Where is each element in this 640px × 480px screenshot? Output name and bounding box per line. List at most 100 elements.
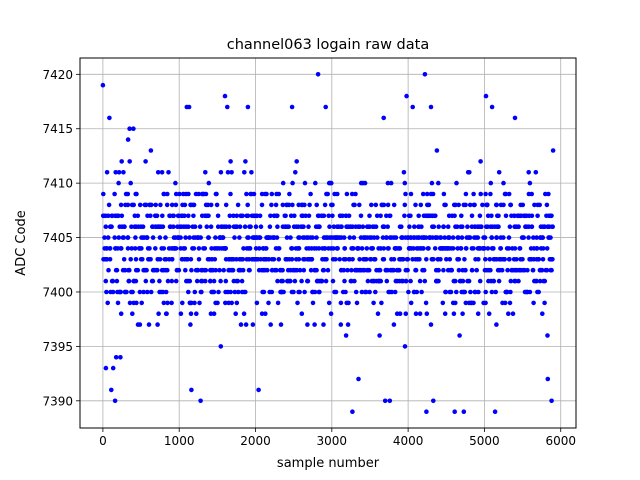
data-point [507, 224, 513, 229]
data-point [388, 180, 394, 186]
data-point [463, 202, 468, 208]
y-tick-label: 7395 [42, 340, 73, 354]
data-point [122, 289, 128, 295]
data-point [191, 213, 196, 219]
data-point [125, 235, 131, 240]
data-point [257, 213, 263, 219]
data-point [421, 246, 426, 251]
data-point [335, 191, 340, 197]
data-point [324, 257, 329, 262]
data-point [148, 148, 154, 153]
data-point [259, 202, 265, 208]
data-point [405, 267, 410, 273]
data-point [485, 202, 490, 208]
data-point [130, 311, 135, 317]
data-point [164, 202, 170, 208]
data-point [305, 278, 311, 284]
data-point [506, 235, 512, 240]
data-point [425, 246, 431, 251]
data-point [430, 191, 436, 197]
data-point [119, 159, 124, 164]
data-point [507, 300, 513, 306]
data-point [377, 267, 383, 273]
data-point [223, 202, 229, 208]
data-point [233, 311, 238, 317]
data-point [451, 311, 457, 317]
data-point [286, 202, 292, 208]
data-point [232, 289, 238, 295]
data-point [478, 191, 484, 197]
data-point [530, 267, 536, 273]
data-point [173, 180, 178, 186]
data-point [278, 322, 284, 327]
data-point [160, 224, 166, 229]
data-point [116, 180, 121, 186]
data-point [429, 180, 435, 186]
data-point [121, 170, 126, 175]
data-point [107, 246, 113, 251]
data-point [206, 180, 212, 186]
data-point [148, 213, 153, 219]
data-point [104, 289, 109, 295]
data-point [280, 278, 286, 284]
data-point [380, 224, 386, 229]
data-point [367, 213, 372, 219]
data-point [535, 213, 540, 219]
data-point [240, 213, 245, 219]
data-point [333, 289, 339, 295]
data-point [274, 235, 280, 240]
data-point [475, 235, 481, 240]
data-point [324, 191, 329, 197]
data-point [100, 82, 106, 88]
data-point [190, 202, 196, 208]
data-point [254, 300, 260, 306]
data-point [102, 235, 107, 240]
data-point [501, 235, 506, 240]
data-point [428, 104, 434, 110]
data-point [105, 235, 111, 240]
data-point [196, 246, 202, 251]
data-point [462, 257, 467, 262]
data-point [346, 300, 351, 306]
data-point [354, 300, 360, 306]
data-point [359, 246, 365, 251]
data-point [290, 202, 295, 208]
data-point [154, 213, 160, 219]
data-point [492, 409, 498, 415]
data-point [116, 213, 121, 219]
data-point [436, 224, 442, 229]
data-point [430, 257, 436, 262]
data-point [396, 267, 402, 273]
data-point [357, 257, 362, 262]
data-point [534, 246, 540, 251]
data-point [479, 224, 484, 229]
data-point [502, 257, 508, 262]
data-point [482, 246, 487, 251]
data-point [161, 246, 167, 251]
data-point [225, 170, 231, 175]
data-point [297, 267, 303, 273]
data-point [377, 333, 382, 338]
data-point [381, 115, 387, 121]
data-point [186, 213, 191, 219]
data-point [501, 202, 506, 208]
data-point [496, 224, 501, 229]
data-point [327, 224, 332, 229]
data-point [402, 344, 408, 349]
data-point [127, 126, 132, 131]
data-point [300, 224, 305, 229]
y-tick-label: 7420 [42, 68, 73, 82]
data-point [140, 257, 145, 262]
data-point [370, 246, 376, 251]
data-point [469, 213, 475, 219]
data-point [312, 289, 318, 295]
data-point [166, 170, 171, 175]
data-point [194, 278, 200, 284]
data-point [527, 180, 533, 186]
data-point [467, 235, 472, 240]
data-point [247, 246, 253, 251]
data-point [367, 289, 372, 295]
data-point [452, 213, 457, 219]
data-point [157, 257, 163, 262]
data-point [178, 235, 183, 240]
